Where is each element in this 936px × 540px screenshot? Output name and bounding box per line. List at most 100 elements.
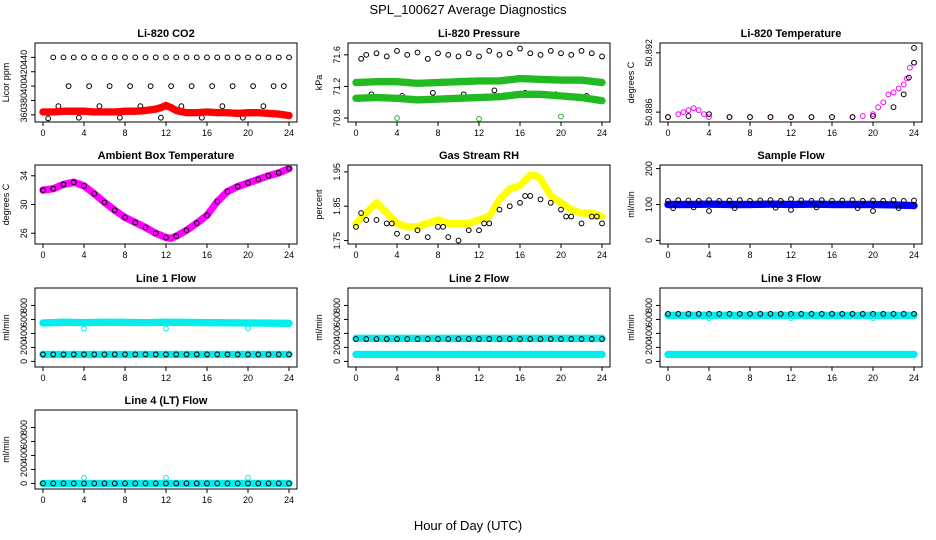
data-point [695,310,702,317]
data-point [890,197,897,204]
data-point [476,227,482,234]
data-point [111,207,118,214]
data-point [265,54,272,61]
data-point [152,230,159,237]
data-point [81,182,87,189]
data-point [788,206,794,213]
y-tick-label: 0 [644,359,654,364]
x-tick-label: 20 [243,250,253,260]
data-point [91,190,98,197]
data-point [132,54,139,61]
y-tick-label: 400 [19,326,29,341]
data-point [204,54,210,61]
data-point [445,336,452,342]
y-tick-label: 200 [19,462,29,477]
x-tick-label: 20 [243,128,253,138]
data-point [163,234,169,241]
data-point [517,336,523,342]
data-point [829,310,835,317]
series-raw [358,45,605,99]
x-tick-label: 16 [827,128,837,138]
data-point [265,172,272,179]
marks [39,165,293,242]
data-point [685,310,692,317]
x-tick-label: 0 [665,373,670,383]
data-point [870,197,876,204]
data-point [111,351,118,358]
panel-title: Line 4 (LT) Flow [125,395,208,407]
x-tick-label: 20 [556,250,566,260]
data-point [383,220,390,227]
series-raw [665,310,917,317]
data-point [788,114,794,120]
data-point [517,199,523,206]
data-point [880,198,887,204]
plot-frame [659,42,923,123]
x-tick-label: 24 [909,373,919,383]
data-point [527,193,534,199]
y-tick-label: 600 [644,312,654,327]
data-point [558,113,564,120]
data-point [849,114,856,120]
data-point [193,480,200,487]
x-tick-label: 16 [202,373,212,383]
y-axis-label: Licor ppm [1,63,11,103]
data-point [81,474,87,481]
x-tick-label: 24 [284,495,294,505]
data-point [522,193,529,199]
y-axis-label: ml/min [626,191,636,218]
data-point [527,336,534,342]
data-point [558,336,564,342]
x-tick-label: 8 [435,373,440,383]
data-point [173,480,180,487]
data-point [880,99,887,106]
data-point [394,230,400,237]
data-point [839,310,846,317]
data-point [885,91,892,98]
x-tick-label: 4 [394,128,399,138]
data-point [599,53,605,60]
data-point [547,336,554,342]
data-point [726,310,733,317]
data-point [558,50,564,57]
data-point [193,220,200,227]
y-tick-label: 50.892 [644,39,654,67]
data-point [455,336,462,342]
data-point [818,310,825,317]
x-tick-label: 16 [202,250,212,260]
data-point [849,197,856,204]
y-tick-label: 0 [19,481,29,486]
data-point [40,351,46,358]
panel-9: Line 3 Flow ml/min 0 4 8 12 16 20 24 0 20040060080… [626,273,923,383]
data-point [839,197,846,204]
data-point [132,219,139,226]
data-point [404,234,411,241]
data-point [183,480,190,487]
data-point [152,351,159,358]
data-point [255,54,262,61]
data-point [813,204,820,211]
y-tick-label: 400 [19,448,29,463]
data-point [193,54,200,61]
data-point [588,336,595,342]
data-point [214,54,221,61]
data-point [363,336,370,342]
data-point [122,351,128,358]
data-point [476,115,482,122]
x-tick-label: 12 [786,373,796,383]
series-average [352,171,606,231]
data-point [829,198,835,204]
data-point [183,54,190,61]
data-point [496,206,503,213]
data-point [598,350,606,359]
x-tick-label: 4 [394,373,399,383]
data-point [547,48,554,54]
data-point [695,198,702,204]
data-point [808,114,815,120]
data-point [486,220,493,227]
data-point [193,351,200,358]
data-point [665,114,671,120]
x-tick-label: 20 [243,373,253,383]
data-point [578,220,585,227]
